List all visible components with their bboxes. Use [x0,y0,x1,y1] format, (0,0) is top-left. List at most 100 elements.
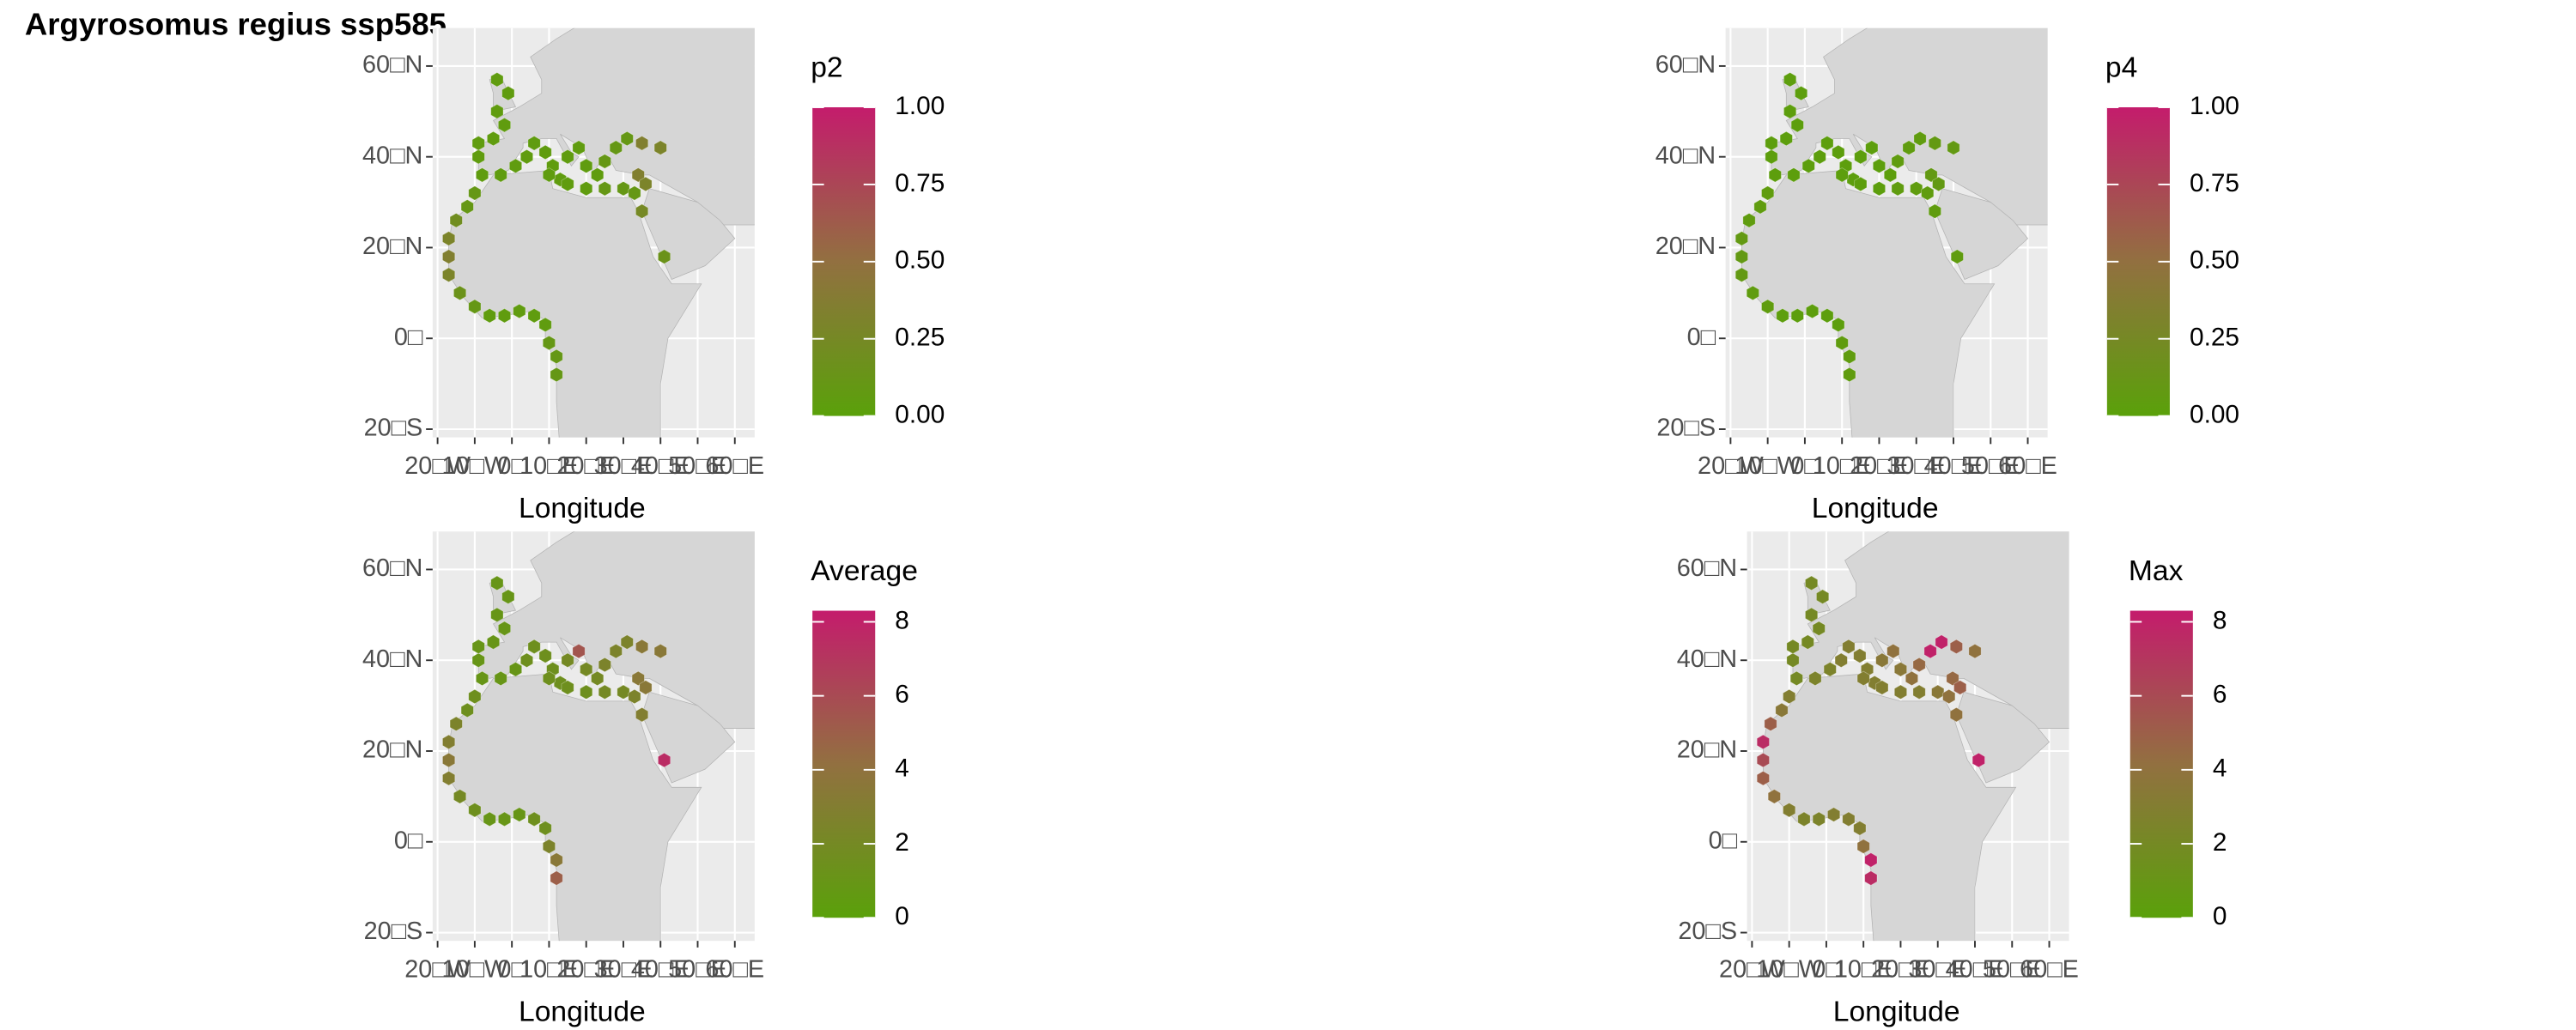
hex-cell [598,657,611,673]
x-axis-label: Longitude [519,997,646,1028]
hex-cell [542,670,556,687]
legend-label: 0.25 [895,324,945,352]
hex-cell [580,662,593,677]
hex-cell [1891,154,1905,169]
legend-label: 4 [895,754,909,783]
hex-cell [561,680,574,695]
hex-cell [609,643,623,659]
legend-title: Average [811,555,918,587]
hex-cell [1953,680,1967,695]
figure-title: Argyrosomus regius ssp585 [25,6,447,41]
hex-cell [471,652,485,668]
hex-cell [542,839,556,854]
hex-cell [1801,634,1814,650]
hex-cell [1950,249,1964,264]
hex-cell [513,303,526,319]
hex-cell [620,130,634,147]
legend-title: p2 [811,52,842,84]
hex-cell [1931,684,1945,700]
hex-cell [1856,670,1870,687]
hex-cell [1893,684,1907,700]
lon-tick-label: 10□E [1834,955,1893,983]
hex-cell [1790,308,1804,324]
lat-tick-label: 20□N [362,736,422,764]
lat-tick-label: 60□N [1656,52,1716,79]
map-panel: 60□N40□N20□N0□20□S20□W10□W0□10□E20□E30□E… [1656,27,2239,524]
hex-cell [486,130,501,147]
hex-cell [1806,303,1820,319]
hex-cell [1756,734,1770,750]
lon-tick-label: 40□E [1924,452,1984,480]
map-area [432,531,755,942]
hex-cell [639,680,653,695]
lat-tick-label: 20□S [1678,918,1737,945]
hex-cell [1786,652,1800,668]
hex-cell [653,140,667,155]
hex-cell [471,639,485,655]
legend-label: 0 [895,902,909,930]
legend-label: 0.75 [2190,169,2239,197]
hex-cell [1875,680,1889,695]
hex-cell [468,185,482,201]
land [477,531,755,729]
hex-cell [550,348,563,365]
lat-tick-label: 20□N [1656,233,1716,260]
hex-cell [580,180,593,197]
hex-cell [527,308,541,324]
hex-cell [1735,249,1748,264]
hex-cell [442,734,456,750]
hex-cell [1801,158,1815,173]
hex-cell [1842,639,1856,655]
hex-cell [609,140,623,155]
hex-cell [653,643,667,659]
hex-cell [1835,335,1849,351]
lon-tick-label: 20□E [556,955,616,983]
hex-cell [1912,684,1926,700]
lat-tick-label: 0□ [1687,324,1716,351]
hex-cell [635,706,649,723]
hex-cell [1775,702,1789,718]
lon-tick-label: 20□E [1871,955,1930,983]
hex-cell [519,652,534,668]
hex-cell [550,367,563,383]
hex-cell [497,308,512,324]
hex-cell [631,670,645,687]
hex-cell [572,643,586,659]
x-axis-label: Longitude [1812,493,1939,524]
hex-cell [442,771,456,786]
lon-tick-label: 10□E [1813,452,1872,480]
lat-tick-label: 40□N [1677,645,1737,673]
hex-cell [1787,167,1801,183]
hex-cell [475,670,489,687]
lon-tick-label: 50□E [1961,452,2020,480]
hex-cell [1856,839,1870,854]
land [1771,27,2048,226]
hex-cell [1783,688,1796,705]
hex-cell [483,308,496,324]
hex-cell [1761,185,1775,201]
hex-cell [617,180,630,197]
hex-cell [453,789,467,804]
hex-cell [1843,348,1856,365]
colorbar [2129,610,2193,918]
hex-cell [494,670,507,687]
hex-cell [1886,643,1900,659]
hex-cell [631,167,645,183]
lon-tick-label: 40□E [631,955,690,983]
map-panel: 60□N40□N20□N0□20□S20□W10□W0□10□E20□E30□E… [1677,531,2227,1028]
hex-cell [591,670,605,687]
hex-cell [508,158,523,173]
hex-cell [1783,72,1797,88]
lat-tick-label: 60□N [362,554,422,582]
lon-tick-label: 0□ [497,955,526,983]
hex-cell [1789,670,1803,687]
hex-cell [550,852,563,868]
hex-cell [1905,670,1918,687]
lon-tick-label: 20□E [556,452,616,480]
hex-cell [1843,367,1856,383]
x-axis-label: Longitude [1833,997,1960,1028]
lat-tick-label: 20□N [362,233,422,260]
hex-cell [1832,317,1845,333]
hex-cell [527,136,541,151]
lon-tick-label: 20□W [404,955,471,983]
